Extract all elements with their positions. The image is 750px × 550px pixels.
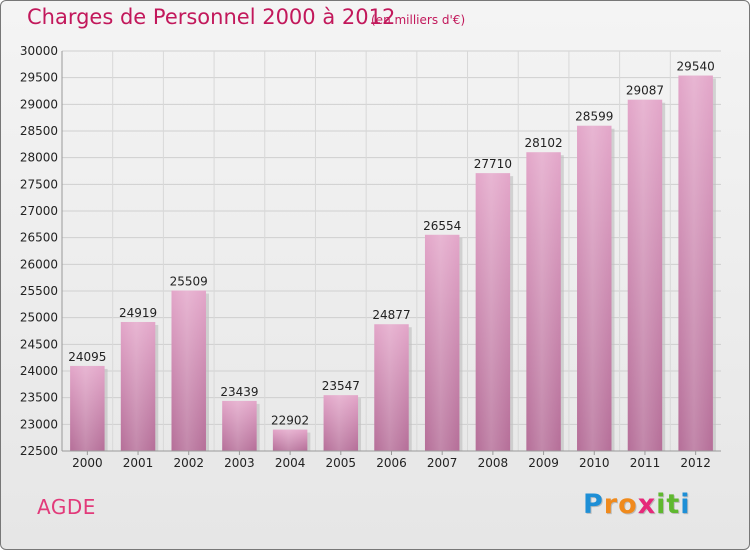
y-tick-label: 24000 (20, 364, 58, 378)
logo-letter: i (680, 489, 691, 520)
data-label: 29540 (677, 60, 715, 74)
proxiti-logo: Proxiti (583, 489, 691, 520)
bar-shine (374, 324, 409, 451)
x-tick-label: 2005 (326, 456, 357, 470)
data-label: 29087 (626, 84, 664, 98)
bar-shine (424, 234, 460, 451)
bar-shine (171, 290, 206, 451)
data-label: 24877 (372, 308, 410, 322)
logo-letter: i (656, 489, 667, 520)
logo-letter: o (618, 489, 638, 520)
bar-shine (475, 173, 511, 451)
logo-letter: r (603, 489, 619, 520)
data-label: 26554 (423, 219, 461, 233)
data-label: 23547 (322, 379, 360, 393)
bars: 24095 24919 25509 23439 22902 23547 24877 26554… (68, 60, 716, 452)
y-tick-label: 27500 (20, 177, 58, 191)
x-axis: 2000 2001 2002 2003 2004 2005 2006 2007 2008 2009… (62, 450, 721, 470)
x-tick-label: 2002 (173, 456, 204, 470)
y-tick-label: 25500 (20, 284, 58, 298)
x-tick-label: 2009 (528, 456, 559, 470)
x-tick-label: 2000 (72, 456, 103, 470)
y-tick-label: 26000 (20, 257, 58, 271)
y-tick-label: 29500 (20, 71, 58, 85)
bar-shine (526, 152, 561, 451)
data-label: 24095 (68, 350, 106, 364)
bar-shine (70, 365, 105, 451)
x-tick-label: 2004 (275, 456, 306, 470)
logo-letter: x (637, 489, 657, 520)
x-tick-label: 2008 (478, 456, 509, 470)
y-tick-label: 28000 (20, 151, 58, 165)
chart-subtitle: (en milliers d'€) (371, 13, 466, 27)
bar-shine (627, 99, 663, 452)
logo-letter: t (666, 489, 681, 520)
data-label: 28102 (524, 136, 562, 150)
y-tick-label: 22500 (20, 444, 58, 458)
y-tick-label: 23500 (20, 391, 58, 405)
y-tick-label: 27000 (20, 204, 58, 218)
data-label: 24919 (119, 306, 157, 320)
data-label: 25509 (170, 275, 208, 289)
bar-shine (272, 429, 308, 451)
y-tick-label: 29000 (20, 97, 58, 111)
x-tick-label: 2006 (376, 456, 407, 470)
x-tick-label: 2001 (123, 456, 154, 470)
y-tick-label: 28500 (20, 124, 58, 138)
logo-letter: P (583, 489, 604, 520)
data-label: 23439 (220, 385, 258, 399)
y-tick-label: 24500 (20, 337, 58, 351)
chart-title: Charges de Personnel 2000 à 2012 (27, 5, 396, 29)
commune-name: AGDE (37, 495, 96, 519)
x-tick-label: 2003 (224, 456, 255, 470)
x-tick-label: 2012 (680, 456, 711, 470)
y-tick-label: 26500 (20, 231, 58, 245)
x-tick-label: 2010 (579, 456, 610, 470)
data-label: 28599 (575, 110, 613, 124)
bar-shine (678, 75, 713, 452)
x-tick-label: 2007 (427, 456, 458, 470)
y-tick-label: 25000 (20, 311, 58, 325)
data-label: 27710 (474, 157, 512, 171)
x-tick-label: 2011 (630, 456, 661, 470)
y-tick-label: 23000 (20, 417, 58, 431)
bar-shine (222, 400, 257, 451)
bar-shine (323, 395, 359, 451)
bar-shine (577, 125, 612, 451)
y-tick-label: 30000 (20, 44, 58, 58)
y-axis: 22500 23000 23500 24000 24500 25000 25500 26000… (20, 44, 63, 458)
bar-shine (120, 321, 156, 451)
data-label: 22902 (271, 414, 309, 428)
